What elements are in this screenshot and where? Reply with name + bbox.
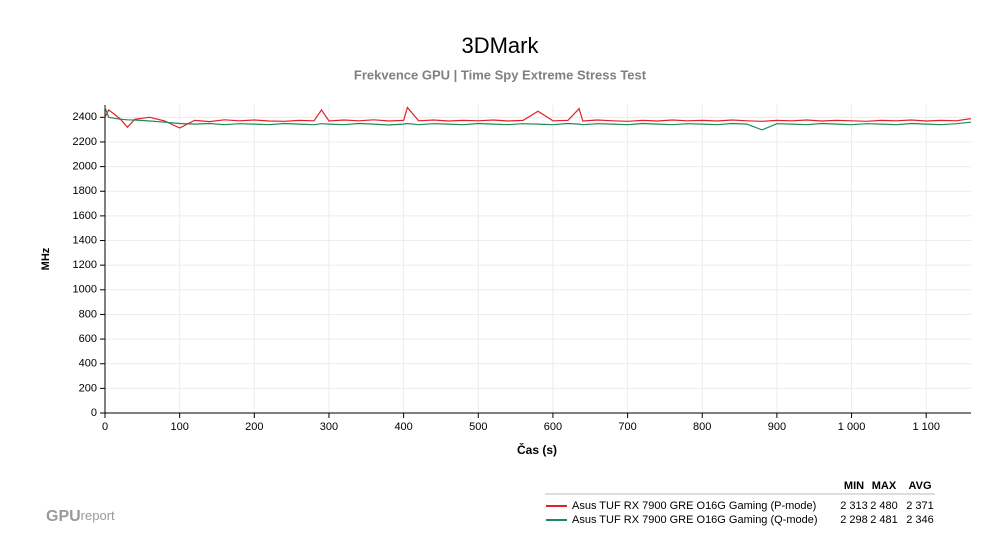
- logo-rest: report: [81, 508, 115, 523]
- chart-subtitle: Frekvence GPU | Time Spy Extreme Stress …: [354, 67, 647, 82]
- x-tick-label: 0: [102, 421, 108, 433]
- y-tick-label: 1800: [73, 185, 97, 197]
- y-tick-label: 1600: [73, 210, 97, 222]
- legend-header: AVG: [908, 480, 931, 492]
- legend-stat: 2 298: [840, 514, 868, 526]
- y-axis-label: MHz: [40, 247, 52, 270]
- y-tick-label: 1200: [73, 259, 97, 271]
- legend-label: Asus TUF RX 7900 GRE O16G Gaming (P-mode…: [572, 500, 816, 512]
- legend-header: MIN: [844, 480, 864, 492]
- x-tick-label: 500: [469, 421, 487, 433]
- legend-label: Asus TUF RX 7900 GRE O16G Gaming (Q-mode…: [572, 514, 818, 526]
- x-tick-label: 300: [320, 421, 338, 433]
- y-tick-label: 200: [79, 382, 97, 394]
- chart-title: 3DMark: [461, 33, 539, 58]
- series-line: [104, 106, 972, 129]
- legend-stat: 2 371: [906, 500, 934, 512]
- x-tick-label: 1 100: [912, 421, 940, 433]
- y-tick-label: 2000: [73, 161, 97, 173]
- y-tick-label: 2200: [73, 136, 97, 148]
- legend-stat: 2 346: [906, 514, 934, 526]
- logo-bold: GPU: [46, 508, 81, 525]
- x-axis-label: Čas (s): [517, 442, 557, 457]
- x-tick-label: 900: [768, 421, 786, 433]
- y-tick-label: 2400: [73, 111, 97, 123]
- series-line: [104, 107, 972, 131]
- legend-stat: 2 481: [870, 514, 898, 526]
- y-tick-label: 600: [79, 333, 97, 345]
- x-tick-label: 600: [544, 421, 562, 433]
- x-tick-label: 1 000: [838, 421, 866, 433]
- legend-header: MAX: [872, 480, 897, 492]
- x-tick-label: 200: [245, 421, 263, 433]
- legend-stat: 2 313: [840, 500, 868, 512]
- logo: GPUreport: [46, 508, 115, 525]
- x-tick-label: 400: [394, 421, 412, 433]
- x-tick-label: 800: [693, 421, 711, 433]
- y-tick-label: 1400: [73, 234, 97, 246]
- y-tick-label: 1000: [73, 284, 97, 296]
- x-tick-label: 700: [618, 421, 636, 433]
- y-tick-label: 0: [91, 407, 97, 419]
- y-tick-label: 400: [79, 358, 97, 370]
- x-tick-label: 100: [170, 421, 188, 433]
- legend-stat: 2 480: [870, 500, 898, 512]
- y-tick-label: 800: [79, 308, 97, 320]
